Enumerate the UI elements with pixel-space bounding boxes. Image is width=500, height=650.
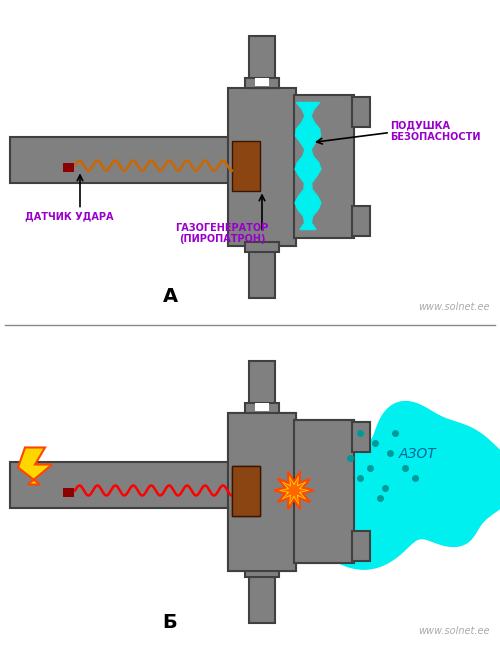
Bar xyxy=(63,162,74,172)
Bar xyxy=(352,421,370,452)
Bar xyxy=(255,77,269,86)
Bar xyxy=(352,205,370,235)
Bar xyxy=(232,465,260,515)
Bar xyxy=(249,361,275,413)
Bar xyxy=(352,96,370,127)
Bar xyxy=(249,569,275,623)
Bar xyxy=(249,569,275,571)
Bar xyxy=(228,413,296,571)
Bar xyxy=(352,530,370,560)
Bar xyxy=(294,419,354,562)
Text: ПОДУШКА
БЕЗОПАСНОСТИ: ПОДУШКА БЕЗОПАСНОСТИ xyxy=(390,120,480,142)
Bar xyxy=(249,36,275,88)
Text: www.solnet.ee: www.solnet.ee xyxy=(418,302,490,311)
Bar xyxy=(10,462,238,508)
Bar xyxy=(294,94,354,237)
Bar xyxy=(352,421,370,452)
Bar xyxy=(249,244,275,298)
Bar xyxy=(228,88,296,246)
Text: ГАЗОГЕНЕРАТОР
(ПИРОПАТРОН): ГАЗОГЕНЕРАТОР (ПИРОПАТРОН) xyxy=(176,223,268,244)
Text: www.solnet.ee: www.solnet.ee xyxy=(418,627,490,636)
Text: АЗОТ: АЗОТ xyxy=(399,447,437,460)
Bar xyxy=(232,465,260,515)
Text: Б: Б xyxy=(162,612,178,632)
Bar xyxy=(10,136,238,183)
Bar xyxy=(352,530,370,560)
Bar xyxy=(245,77,279,88)
Text: А: А xyxy=(162,287,178,307)
Polygon shape xyxy=(310,402,500,569)
Bar xyxy=(232,140,260,190)
Bar xyxy=(228,413,296,571)
Bar xyxy=(245,242,279,252)
Bar xyxy=(294,419,354,562)
Polygon shape xyxy=(295,103,321,229)
Polygon shape xyxy=(18,447,52,484)
Bar xyxy=(245,402,279,413)
Bar xyxy=(249,244,275,246)
Polygon shape xyxy=(281,478,307,503)
Bar xyxy=(63,488,74,497)
Bar xyxy=(255,402,269,411)
Bar xyxy=(245,567,279,577)
Text: ДАТЧИК УДАРА: ДАТЧИК УДАРА xyxy=(25,211,114,222)
Polygon shape xyxy=(274,471,314,510)
